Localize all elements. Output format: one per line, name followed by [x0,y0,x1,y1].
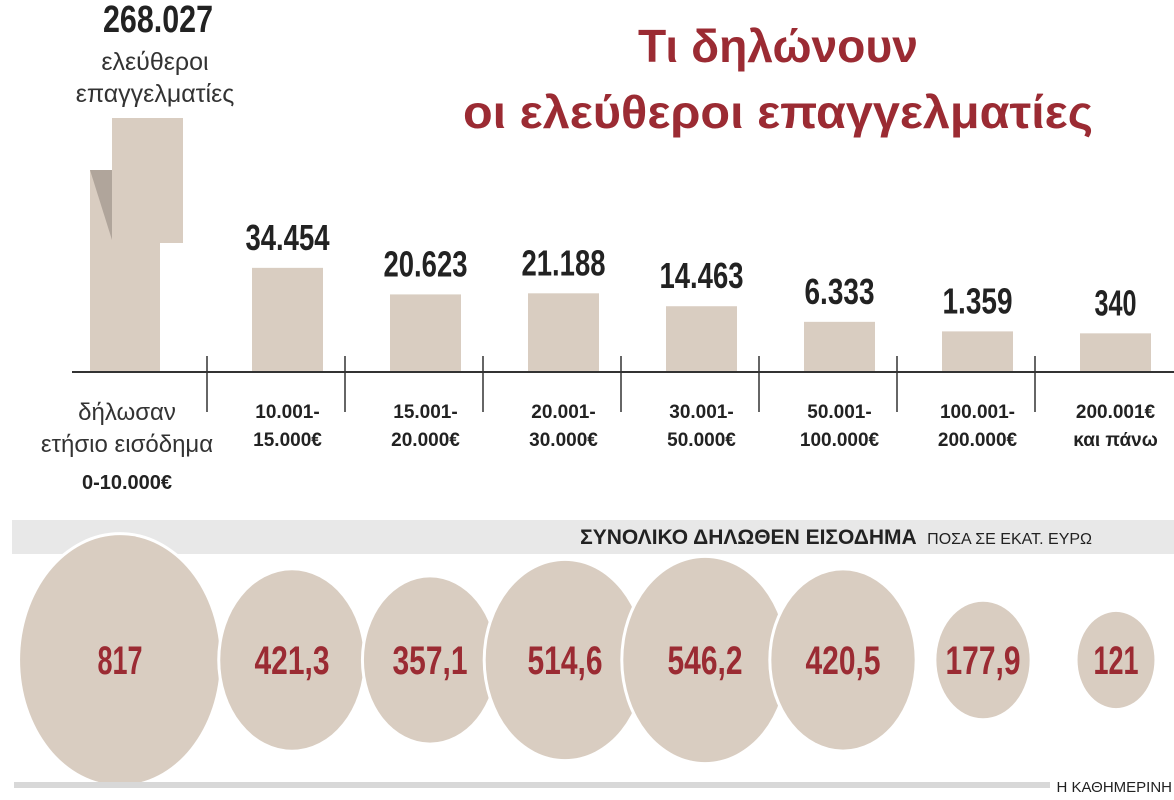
bar-value-label: 6.333 [805,271,875,312]
category-label: 50.001- [807,402,871,423]
bar-value-label: 14.463 [660,255,744,296]
footer-rule [14,782,1050,788]
bubble-value-label: 420,5 [806,639,881,683]
bubble-value-label: 421,3 [255,639,330,683]
bar-value-label: 340 [1095,282,1137,323]
category-label: 10.001- [255,402,319,423]
bar-5 [804,321,875,372]
bar-value-label: 1.359 [943,280,1013,321]
source-label: Η ΚΑΘΗΜΕΡΙΝΗ [1056,779,1172,796]
category-label: 100.000€ [800,430,880,451]
title-line2: οι ελεύθεροι επαγγελματίες [463,86,1093,138]
bar-0-break-shadow [90,170,112,240]
bar-7 [1080,333,1151,372]
category-label: 200.001€ [1076,402,1156,423]
bubble-value-label: 546,2 [668,639,743,683]
bubble-1 [220,570,364,750]
income-header-unit: ΠΟΣΑ ΣΕ ΕΚΑΤ. ΕΥΡΩ [927,531,1092,548]
bar-0-break [112,118,183,243]
bubble-7 [1077,611,1155,709]
title-line1: Τι δηλώνουν [638,20,918,72]
category-label: 100.001- [940,402,1015,423]
income-header-band [12,520,1174,554]
bubble-value-label: 817 [98,639,143,683]
total-label-2: επαγγελματίες [76,80,235,108]
income-header: ΣΥΝΟΛΙΚΟ ΔΗΛΩΘΕΝ ΕΙΣΟΔΗΜΑ ΠΟΣΑ ΣΕ ΕΚΑΤ. … [580,526,1092,549]
bubble-value-label: 177,9 [946,639,1021,683]
bar-2 [390,294,461,372]
income-header-title: ΣΥΝΟΛΙΚΟ ΔΗΛΩΘΕΝ ΕΙΣΟΔΗΜΑ [580,526,917,549]
bar-value-label: 20.623 [384,243,468,284]
first-category-line1: δήλωσαν [78,399,176,426]
bar-1 [252,267,323,372]
category-label: 20.001- [531,402,595,423]
bar-value-label: 21.188 [522,242,606,283]
category-label: 15.001- [393,402,457,423]
first-category-line3: 0-10.000€ [82,472,172,494]
category-label: 20.000€ [391,430,460,451]
bubble-value-label: 514,6 [528,639,603,683]
bubble-2 [363,577,497,743]
bar-4 [666,306,737,372]
category-label: 30.000€ [529,430,598,451]
bar-6 [942,331,1013,372]
bubble-3 [485,560,645,760]
category-label: 200.000€ [938,430,1018,451]
bubble-6 [936,601,1030,719]
bubble-5 [771,570,915,750]
bubble-value-label: 357,1 [393,639,468,683]
bar-3 [528,293,599,372]
category-label: 15.000€ [253,430,322,451]
category-label: 30.001- [669,402,733,423]
total-label-1: ελεύθεροι [101,48,208,76]
bubble-4 [623,557,787,763]
category-label: και πάνω [1073,430,1158,451]
category-label: 50.000€ [667,430,736,451]
bubble-0 [20,535,220,785]
first-category-line2: ετήσιο εισόδημα [41,431,213,458]
bubble-value-label: 121 [1094,639,1139,683]
total-value: 268.027 [103,0,213,41]
bar-value-label: 34.454 [246,217,330,258]
